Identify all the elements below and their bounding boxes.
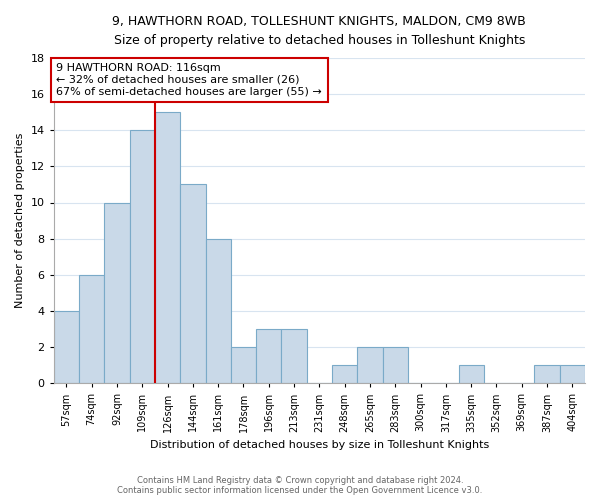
Bar — [256, 329, 281, 384]
Bar — [383, 347, 408, 384]
Bar — [180, 184, 206, 384]
Y-axis label: Number of detached properties: Number of detached properties — [15, 133, 25, 308]
Title: 9, HAWTHORN ROAD, TOLLESHUNT KNIGHTS, MALDON, CM9 8WB
Size of property relative : 9, HAWTHORN ROAD, TOLLESHUNT KNIGHTS, MA… — [112, 15, 526, 47]
Text: 9 HAWTHORN ROAD: 116sqm
← 32% of detached houses are smaller (26)
67% of semi-de: 9 HAWTHORN ROAD: 116sqm ← 32% of detache… — [56, 64, 322, 96]
Bar — [358, 347, 383, 384]
Bar — [231, 347, 256, 384]
Bar — [54, 311, 79, 384]
Bar — [332, 365, 358, 384]
X-axis label: Distribution of detached houses by size in Tolleshunt Knights: Distribution of detached houses by size … — [150, 440, 489, 450]
Bar — [206, 238, 231, 384]
Bar — [535, 365, 560, 384]
Bar — [130, 130, 155, 384]
Bar — [79, 275, 104, 384]
Bar — [104, 202, 130, 384]
Bar — [458, 365, 484, 384]
Bar — [155, 112, 180, 384]
Text: Contains HM Land Registry data © Crown copyright and database right 2024.
Contai: Contains HM Land Registry data © Crown c… — [118, 476, 482, 495]
Bar — [281, 329, 307, 384]
Bar — [560, 365, 585, 384]
